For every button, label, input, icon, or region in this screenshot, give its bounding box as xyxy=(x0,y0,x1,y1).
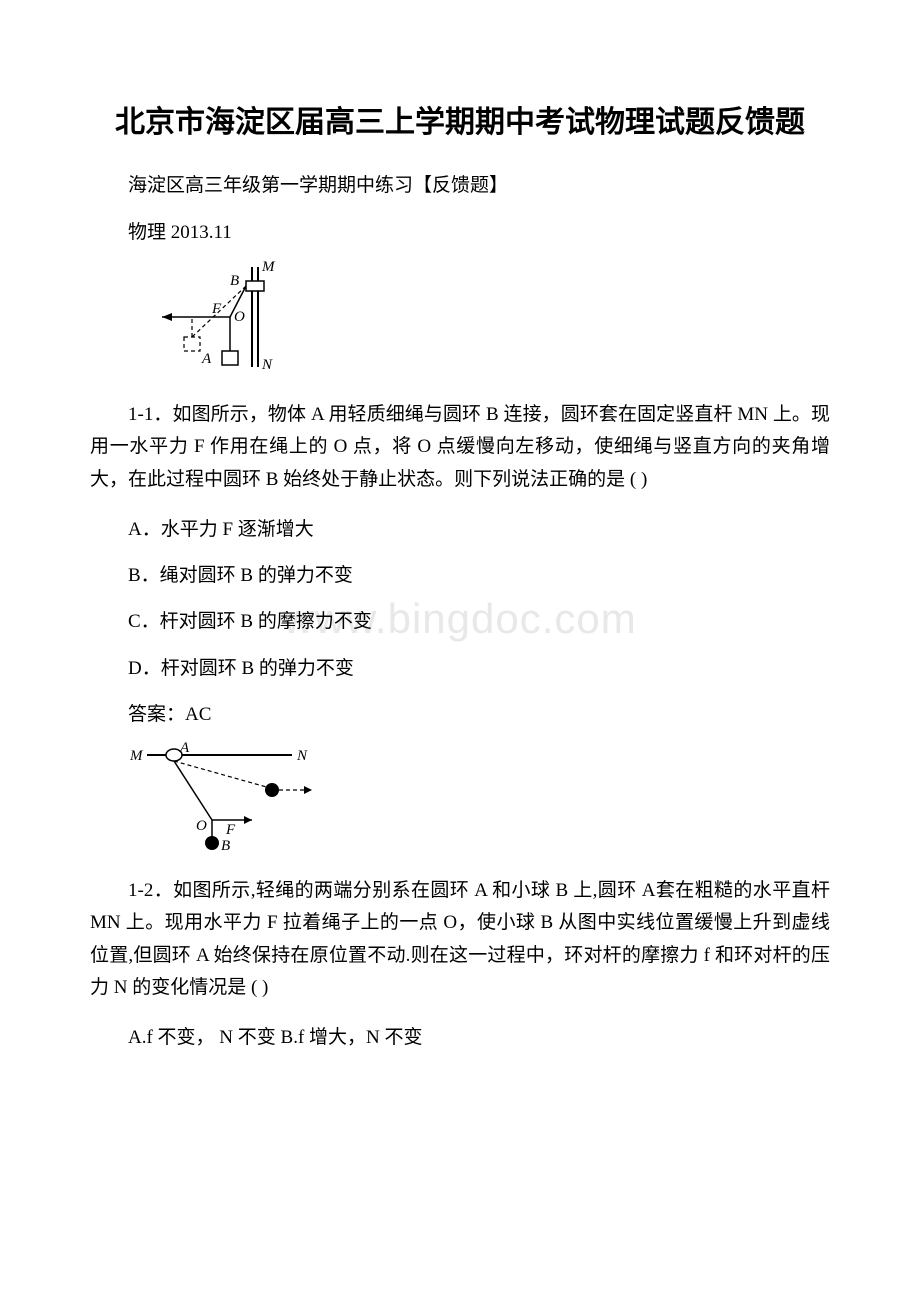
label-O2: O xyxy=(196,818,207,834)
label-N2: N xyxy=(296,748,308,764)
label-A: A xyxy=(201,351,212,367)
label-N: N xyxy=(261,357,273,373)
label-F: F xyxy=(211,301,222,317)
diagram-1: M N B O F A xyxy=(122,259,830,384)
q1-answer: 答案：AC xyxy=(90,699,830,726)
q1-option-c: C．杆对圆环 B 的摩擦力不变 xyxy=(90,606,830,638)
document-content: 北京市海淀区届高三上学期期中考试物理试题反馈题 海淀区高三年级第一学期期中练习【… xyxy=(90,100,830,1055)
document-title: 北京市海淀区届高三上学期期中考试物理试题反馈题 xyxy=(90,100,830,145)
label-A2: A xyxy=(179,740,190,756)
label-M: M xyxy=(261,259,276,275)
question-1-text: 1-1．如图所示，物体 A 用轻质细绳与圆环 B 连接，圆环套在固定竖直杆 MN… xyxy=(90,399,830,496)
diagram-2: M N A O F B xyxy=(122,740,830,860)
label-O: O xyxy=(234,309,245,325)
q2-option-ab: A.f 不变， N 不变 B.f 增大，N 不变 xyxy=(90,1022,830,1054)
q1-option-a: A．水平力 F 逐渐增大 xyxy=(90,514,830,546)
date-line: 物理 2013.11 xyxy=(90,217,830,244)
subtitle: 海淀区高三年级第一学期期中练习【反馈题】 xyxy=(90,170,830,197)
label-B: B xyxy=(230,273,239,289)
label-B2: B xyxy=(221,838,230,854)
question-2-text: 1-2．如图所示,轻绳的两端分别系在圆环 A 和小球 B 上,圆环 A套在粗糙的… xyxy=(90,875,830,1004)
label-F2: F xyxy=(225,822,236,838)
q1-option-d: D．杆对圆环 B 的弹力不变 xyxy=(90,653,830,685)
label-M2: M xyxy=(129,748,144,764)
q1-option-b: B．绳对圆环 B 的弹力不变 xyxy=(90,560,830,592)
